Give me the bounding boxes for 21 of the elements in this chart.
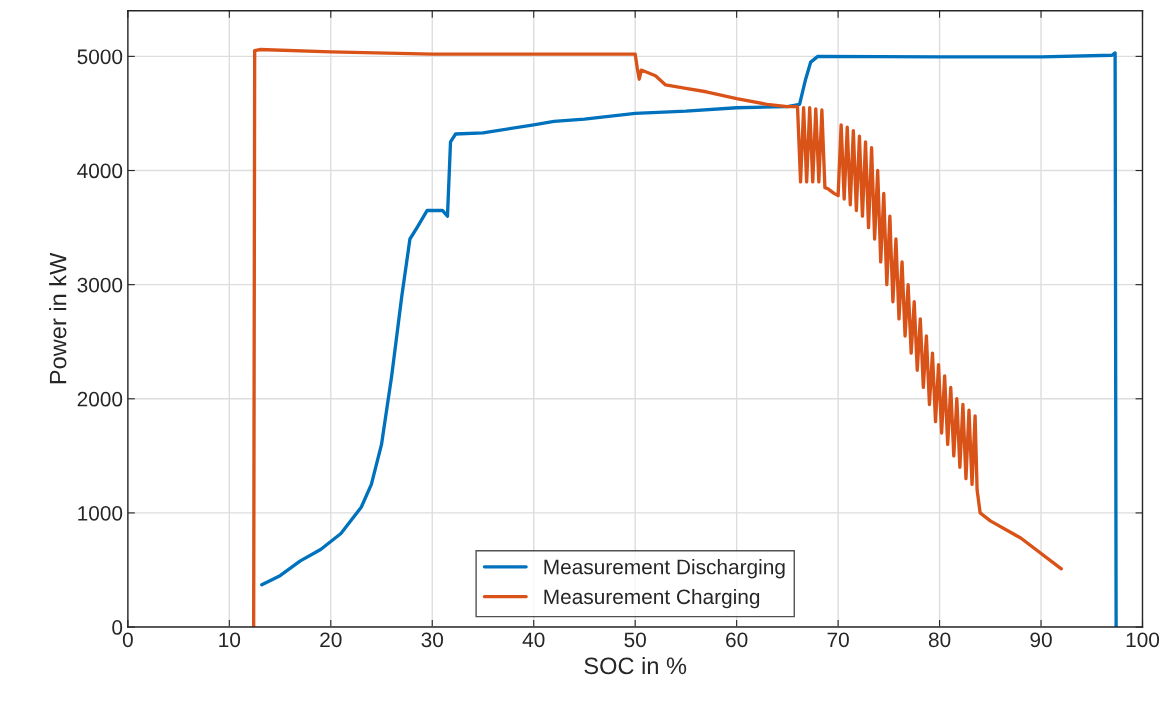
y-tick-label: 5000 bbox=[77, 49, 123, 65]
legend-label: Measurement Charging bbox=[544, 588, 760, 609]
y-tick-label: 3000 bbox=[77, 277, 123, 293]
y-tick-label: 2000 bbox=[77, 391, 123, 407]
y-axis-title: Power in kW bbox=[49, 252, 67, 384]
x-tick-label: 60 bbox=[726, 632, 748, 648]
y-tick-label: 1000 bbox=[78, 505, 123, 521]
x-tick-label: 100 bbox=[1126, 632, 1160, 648]
x-tick-label: 70 bbox=[827, 632, 849, 648]
x-tick-label: 10 bbox=[219, 632, 241, 648]
x-tick-label: 0 bbox=[122, 632, 133, 648]
y-tick-label: 0 bbox=[112, 620, 123, 635]
legend-label: Measurement Discharging bbox=[544, 559, 785, 579]
x-tick-label: 50 bbox=[624, 632, 646, 648]
y-tick-label: 4000 bbox=[77, 163, 123, 179]
x-tick-label: 90 bbox=[1030, 632, 1052, 648]
x-tick-label: 20 bbox=[320, 632, 342, 648]
x-axis-title: SOC in % bbox=[584, 656, 687, 675]
x-tick-label: 30 bbox=[421, 632, 444, 648]
x-tick-label: 80 bbox=[928, 632, 951, 648]
x-tick-label: 40 bbox=[522, 632, 545, 648]
